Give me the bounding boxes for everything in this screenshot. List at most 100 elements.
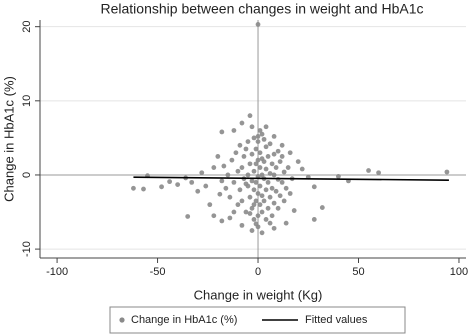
point [247,113,253,119]
point [253,161,259,167]
point [247,211,253,216]
point [263,144,269,150]
point [251,187,257,193]
point [279,179,285,185]
point [273,165,279,170]
point [257,183,263,189]
point [215,154,221,159]
point [271,225,277,231]
point [267,171,273,176]
point [255,134,261,139]
point [263,124,269,130]
point [245,139,251,144]
x-tick-label: -100 [46,266,68,278]
point [277,193,283,199]
point [253,146,259,152]
point [207,202,213,208]
point [211,213,217,219]
x-axis-label: Change in weight (Kg) [194,287,323,302]
x-tick-label: 0 [255,266,261,278]
point [217,191,223,197]
legend-box [109,306,406,334]
point [265,179,271,185]
point [295,159,301,165]
x-tick-label: -50 [150,266,166,278]
point [271,200,277,206]
point [259,209,265,215]
point [279,142,285,148]
point [271,134,277,139]
point [185,214,191,219]
point [167,179,173,185]
point [249,178,255,184]
point [199,170,205,176]
point [261,159,267,165]
point [281,198,287,204]
point [287,191,293,196]
point [233,150,239,156]
point [263,187,269,193]
point [245,172,251,178]
point [249,205,255,211]
point [253,198,259,204]
point [235,168,241,174]
point [444,169,450,175]
point [366,168,371,173]
point [261,136,267,142]
point [255,22,261,27]
point [251,168,257,174]
point [336,174,341,179]
point [253,179,259,185]
point [263,166,269,172]
point [249,228,255,233]
point [141,186,146,192]
point [251,202,257,208]
chart-title: Relationship between changes in weight a… [101,1,424,17]
point [275,148,281,154]
point [269,161,275,167]
point [259,230,265,236]
point [243,209,249,215]
point [195,188,201,194]
point [221,163,227,169]
point [223,185,229,191]
point [267,141,273,147]
point [225,172,231,178]
point [219,178,225,184]
point [257,165,263,170]
point [231,128,237,133]
point [251,135,257,141]
point [319,205,325,210]
point [175,182,181,187]
point [265,154,271,159]
point [257,202,263,208]
point [283,185,289,191]
point [269,213,275,219]
point [255,157,261,163]
point [299,166,305,172]
point [271,151,277,157]
point [203,183,209,189]
point [283,220,289,226]
point [239,120,245,126]
point [259,172,265,178]
point [131,185,136,191]
point [227,215,233,221]
point [243,146,249,152]
point [189,179,195,185]
point [261,198,267,204]
point [239,165,245,170]
point [249,151,255,157]
point [291,208,297,213]
legend-label: Fitted values [305,314,368,326]
point [239,198,245,204]
point [257,150,263,156]
point [281,169,287,175]
x-tick-label: 50 [352,266,364,278]
point [229,157,235,163]
point [227,194,233,200]
point [247,194,253,200]
point [376,170,381,176]
point [247,161,253,167]
